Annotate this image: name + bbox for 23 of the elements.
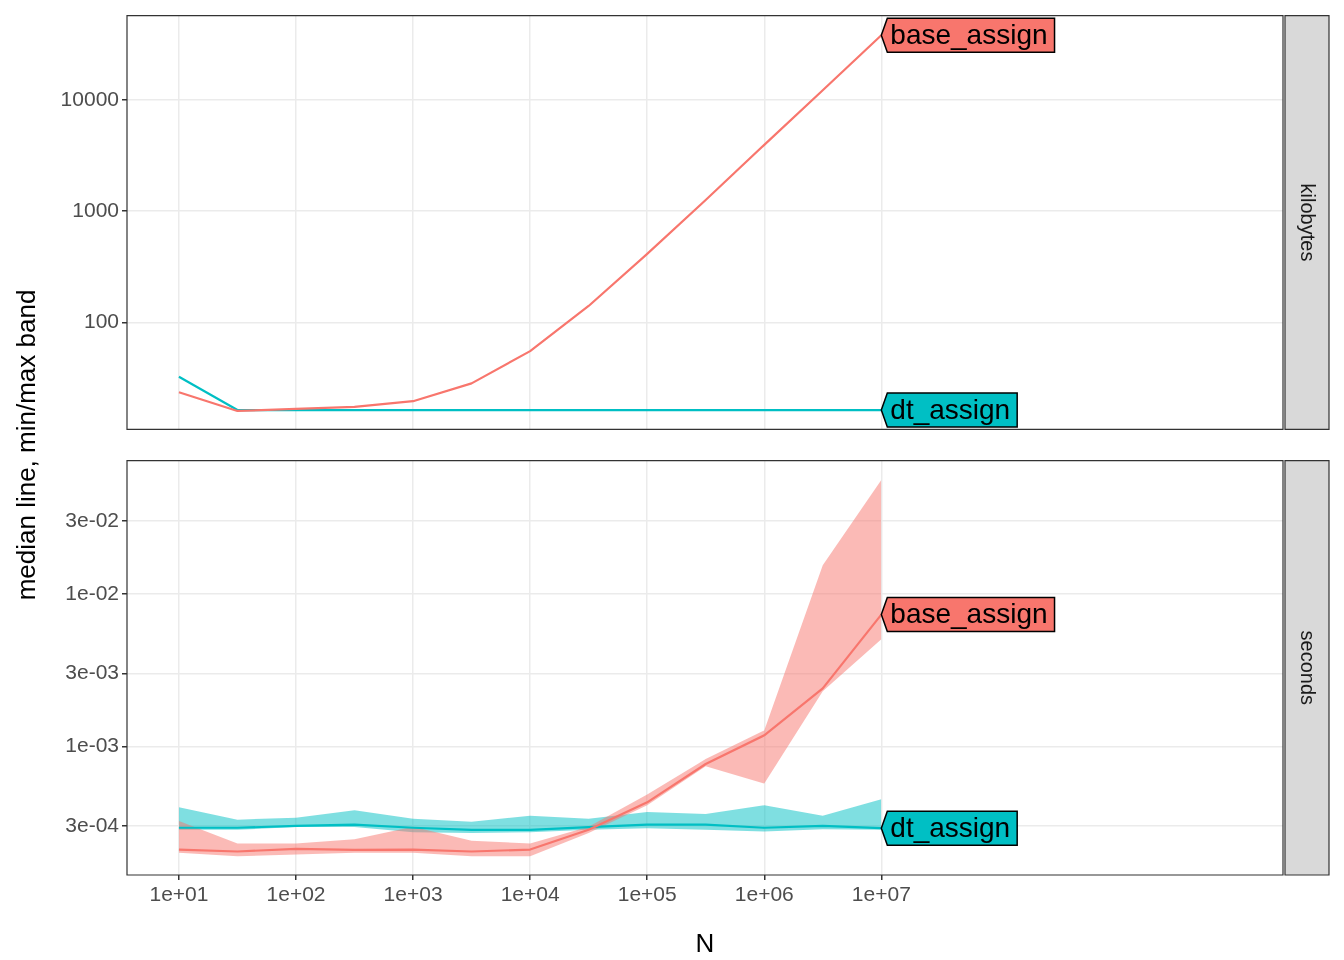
x-tick-label: 1e+02 (266, 882, 326, 906)
series-label: base_assign (890, 18, 1048, 50)
series-label: dt_assign (890, 393, 1011, 425)
text: kilobytes (1297, 183, 1320, 262)
y-tick-label: 3e-04 (65, 812, 120, 836)
y-tick-label: 3e-02 (65, 508, 119, 532)
y-tick-label: 1e-03 (65, 733, 119, 757)
y-axis-title: median line, min/max band (10, 289, 42, 601)
x-tick-label: 1e+01 (149, 882, 209, 906)
x-tick-label: 1e+05 (617, 882, 677, 906)
y-tick-label: 100 (83, 309, 119, 333)
y-tick-label: 10000 (60, 86, 119, 110)
text: seconds (1297, 630, 1320, 706)
series-label: dt_assign (890, 811, 1011, 843)
x-tick-label: 1e+04 (500, 882, 560, 906)
x-tick-label: 1e+07 (851, 882, 911, 906)
y-tick-label: 1e-02 (65, 580, 119, 604)
series-label: base_assign (890, 598, 1048, 630)
y-tick-label: 1000 (72, 198, 119, 221)
x-tick-label: 1e+03 (383, 882, 443, 906)
x-tick-label: 1e+06 (734, 882, 794, 906)
x-axis-title: N (695, 927, 715, 958)
y-tick-label: 3e-03 (65, 660, 119, 684)
